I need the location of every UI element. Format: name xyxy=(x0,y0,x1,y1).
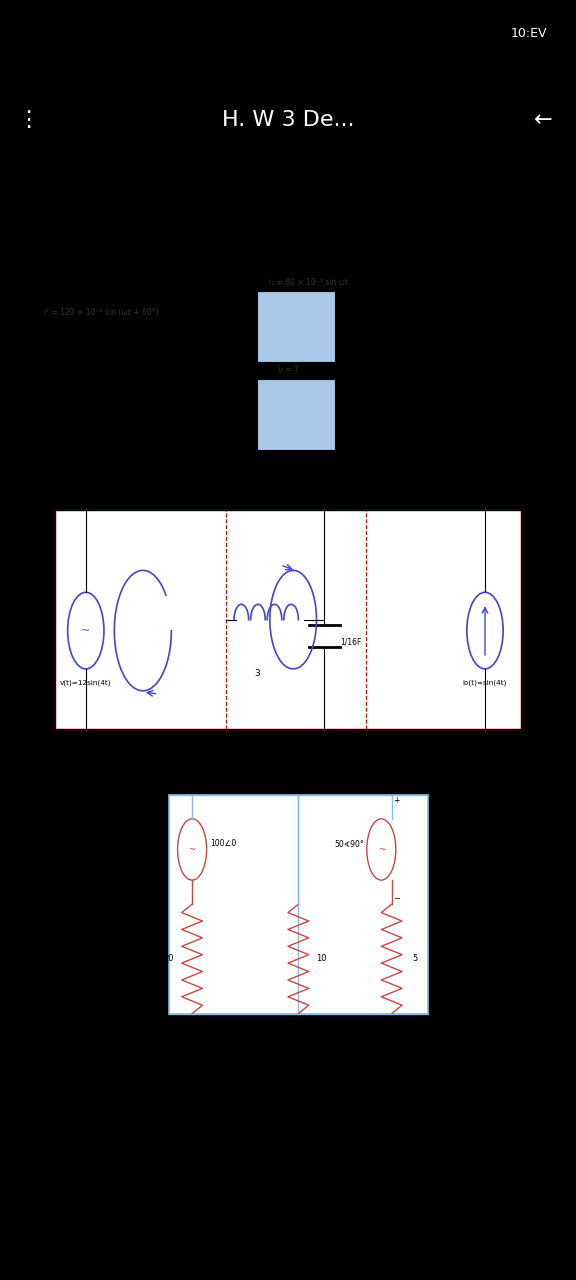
Text: i₂ = ?: i₂ = ? xyxy=(278,365,298,374)
Text: Q2: Find the total current for the circuit:: Q2: Find the total current for the circu… xyxy=(44,483,284,493)
Text: 10:EV: 10:EV xyxy=(511,27,547,40)
Text: 20: 20 xyxy=(164,955,174,964)
Text: I: I xyxy=(131,484,134,494)
Text: Q3: find the current flowing in each branch of the network shown :: Q3: find the current flowing in each bra… xyxy=(44,751,439,762)
Text: H.W 3 Electronic & Tele. Dep.: H.W 3 Electronic & Tele. Dep. xyxy=(191,193,385,206)
FancyBboxPatch shape xyxy=(55,511,521,730)
Text: v(t)=12sin(4t): v(t)=12sin(4t) xyxy=(60,680,112,686)
FancyBboxPatch shape xyxy=(257,379,335,451)
Circle shape xyxy=(177,819,207,881)
Text: H. W 3 De...: H. W 3 De... xyxy=(222,110,354,131)
Text: 10: 10 xyxy=(316,955,327,964)
Text: iᵀ = 120 × 10⁻³ sin (ωt + 60°): iᵀ = 120 × 10⁻³ sin (ωt + 60°) xyxy=(44,307,159,316)
Text: 1/16F: 1/16F xyxy=(340,637,361,646)
Text: 3: 3 xyxy=(254,669,260,678)
Text: iᴅ(t)=sin(4t): iᴅ(t)=sin(4t) xyxy=(463,680,507,686)
Text: 5: 5 xyxy=(412,955,418,964)
Text: −: − xyxy=(393,895,400,904)
Text: ~: ~ xyxy=(188,845,196,854)
Circle shape xyxy=(467,593,503,669)
Text: ~: ~ xyxy=(81,626,90,636)
FancyBboxPatch shape xyxy=(257,292,335,362)
Text: ⋮: ⋮ xyxy=(17,110,40,131)
Text: Q1: Determine the current i₂ for the network of Fig.:: Q1: Determine the current i₂ for the net… xyxy=(44,247,353,257)
Text: ←: ← xyxy=(535,110,553,131)
Circle shape xyxy=(68,593,104,669)
Text: i₁ = 80 × 10⁻³ sin ωt: i₁ = 80 × 10⁻³ sin ωt xyxy=(269,278,348,287)
Text: 50∢90°: 50∢90° xyxy=(335,840,365,849)
FancyBboxPatch shape xyxy=(169,795,428,1014)
Text: ~: ~ xyxy=(377,845,385,854)
Text: 100∠0: 100∠0 xyxy=(210,840,237,849)
Circle shape xyxy=(367,819,396,881)
Text: +: + xyxy=(393,796,400,805)
